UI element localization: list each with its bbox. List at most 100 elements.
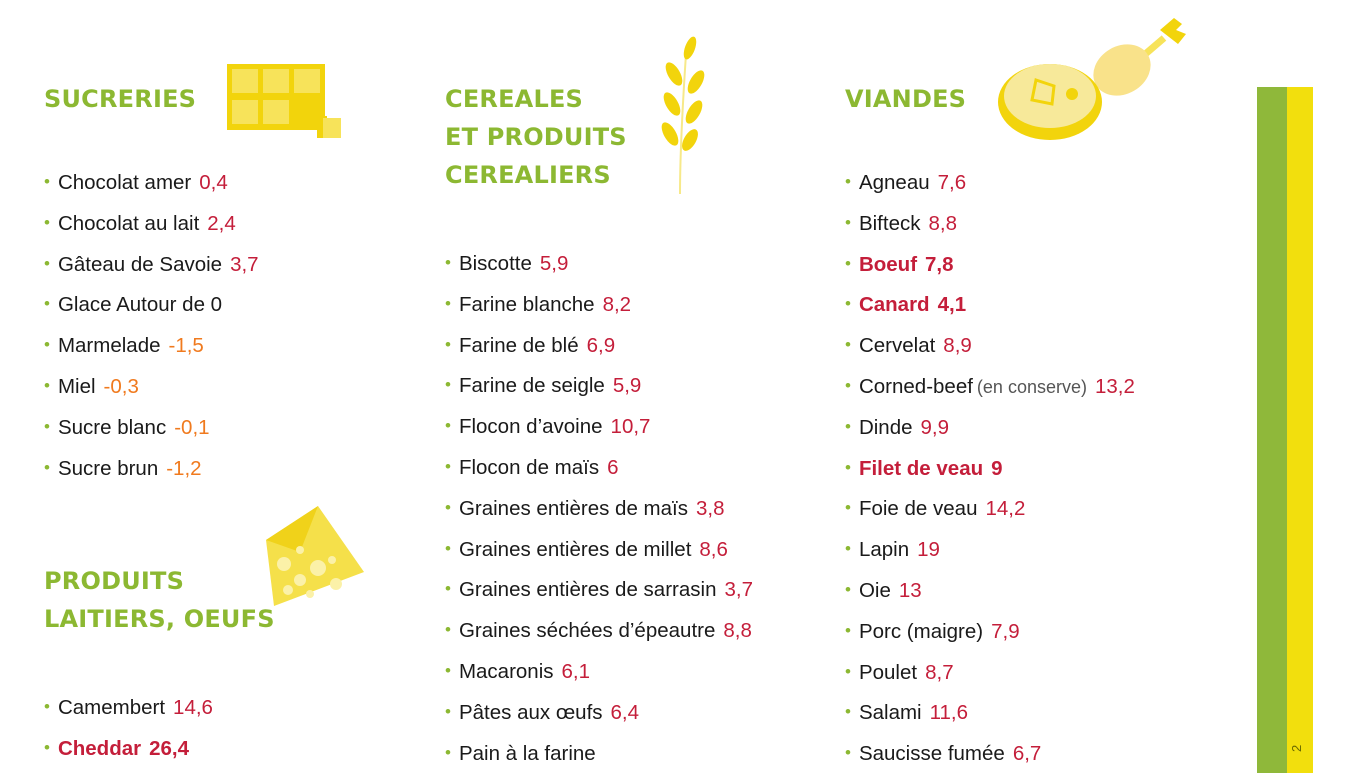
list-item: • Sucre blanc -0,1 [44,408,259,449]
bullet-icon: • [44,697,50,716]
section-title: SUCRERIES [44,80,196,118]
item-value: 14,6 [173,696,213,719]
list-item: • Farine de blé 6,9 [445,326,753,367]
list-item: • Canard 4,1 [845,285,1135,326]
item-value: 4,1 [937,293,967,317]
list-laitiers: • Camembert 14,6 • Cheddar 26,4 [44,688,213,770]
bullet-icon: • [845,335,851,355]
bullet-icon: • [445,620,451,640]
item-value: 8,2 [602,292,632,316]
item-value: 19 [917,538,940,562]
item-name: Glace Autour de 0 [57,293,223,317]
item-value: 0,4 [199,171,228,194]
item-name: Pâtes aux œufs [458,700,603,724]
section-title-line: ET PRODUITS [445,123,627,151]
list-item: • Flocon d’avoine 10,7 [445,407,753,448]
bullet-icon: • [44,172,50,191]
item-value: -0,3 [103,374,139,398]
list-item: • Macaronis 6,1 [445,652,753,693]
bullet-icon: • [44,335,50,355]
bullet-icon: • [445,375,451,395]
item-name: Agneau [858,171,930,194]
item-name: Graines séchées d’épeautre [458,619,716,643]
list-item: • Agneau 7,6 [845,163,1135,204]
bullet-icon: • [445,701,451,721]
bullet-icon: • [445,497,451,517]
item-name: Chocolat au lait [57,211,200,235]
bullet-icon: • [845,212,851,232]
cheese-icon [266,506,364,606]
list-item: • Salami 11,6 [845,693,1135,734]
item-value: 9 [991,456,1003,480]
bullet-icon: • [845,661,851,681]
list-item: • Pain à la farine [445,734,753,775]
bullet-icon: • [445,538,451,558]
section-title-line: VIANDES [845,85,967,113]
list-item: • Dinde 9,9 [845,408,1135,449]
chocolate-bar-icon [227,64,341,138]
item-name: Farine de seigle [458,374,605,398]
item-name: Canard [858,293,930,317]
item-value: 3,7 [230,252,259,276]
item-name: Graines entières de maïs [458,496,688,520]
bullet-icon: • [845,253,851,273]
bullet-icon: • [445,416,451,436]
section-sucreries: SUCRERIES [44,80,196,118]
item-value: 5,9 [539,252,569,275]
item-note: (en conserve) [976,376,1087,397]
item-name: Flocon d’avoine [458,415,603,439]
item-name: Salami [858,701,922,725]
item-value: 13,2 [1094,374,1135,398]
bullet-icon: • [44,294,50,314]
item-name: Miel [57,374,96,398]
list-viandes: • Agneau 7,6 • Bifteck 8,8 • Boeuf 7,8 • Canard 4,1… [845,163,1135,775]
item-value: 5,9 [612,374,642,398]
list-item: • Filet de veau 9 [845,449,1135,490]
bullet-icon: • [44,457,50,477]
item-value: 7,6 [937,171,967,194]
section-cereales: CEREALES ET PRODUITS CEREALIERS [445,80,627,194]
item-name: Farine blanche [458,292,595,316]
section-title-line: SUCRERIES [44,85,197,113]
bullet-icon: • [845,375,851,395]
item-name: Filet de veau [858,456,984,480]
bullet-icon: • [445,334,451,354]
item-name: Macaronis [458,659,554,683]
list-item: • Bifteck 8,8 [845,204,1135,245]
item-value: -1,5 [168,334,204,358]
item-name: Graines entières de sarrasin [458,578,717,602]
list-item: • Boeuf 7,8 [845,245,1135,286]
bullet-icon: • [845,172,851,191]
list-item: • Porc (maigre) 7,9 [845,612,1135,653]
bullet-icon: • [44,416,50,436]
list-item: • Lapin 19 [845,530,1135,571]
list-cereales: • Biscotte 5,9 • Farine blanche 8,2 • Farine de… [445,244,753,774]
list-item: • Flocon de maïs 6 [445,448,753,489]
item-name: Foie de veau [858,497,978,521]
list-item: • Biscotte 5,9 [445,244,753,285]
decorative-stripe-green [1257,87,1287,773]
item-name: Porc (maigre) [858,619,984,643]
item-name: Saucisse fumée [858,742,1005,766]
bullet-icon: • [445,742,451,762]
section-title: PRODUITS LAITIERS, OEUFS [44,562,275,638]
item-value: 26,4 [149,736,190,760]
bullet-icon: • [845,457,851,477]
item-name: Oie [858,578,891,602]
item-value: 7,8 [925,252,954,276]
item-value: 6,1 [561,659,591,683]
list-item: • Graines entières de sarrasin 3,7 [445,570,753,611]
bullet-icon: • [845,579,851,599]
item-value: 2,4 [207,211,236,235]
item-name: Graines entières de millet [458,537,692,561]
list-item: • Graines séchées d’épeautre 8,8 [445,611,753,652]
list-item: • Marmelade -1,5 [44,326,259,367]
bullet-icon: • [44,212,50,232]
section-laitiers: PRODUITS LAITIERS, OEUFS [44,562,275,638]
section-title: CEREALES ET PRODUITS CEREALIERS [445,80,627,194]
bullet-icon: • [845,743,851,763]
item-value: 14,2 [985,497,1026,521]
list-item: • Cheddar 26,4 [44,729,213,770]
item-name: Cervelat [858,334,936,358]
bullet-icon: • [445,579,451,599]
